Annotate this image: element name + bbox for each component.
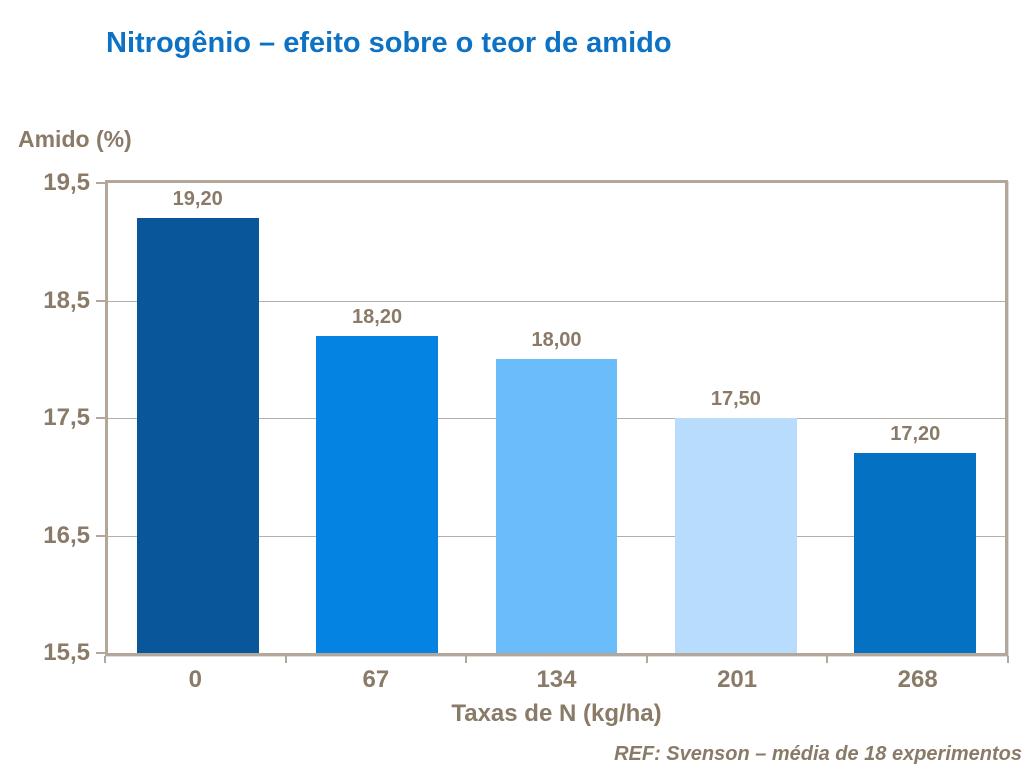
gridline [108,300,1005,302]
x-tick-mark [104,656,106,663]
y-tick-mark [96,417,105,419]
x-axis-title: Taxas de N (kg/ha) [451,700,662,727]
y-tick-mark [96,652,105,654]
chart-title: Nitrogênio – efeito sobre o teor de amid… [106,27,672,59]
bar-value-label: 18,00 [531,329,582,352]
plot-area: 19,20 18,20 18,00 17,50 17,20 [105,180,1008,656]
x-tick-mark [826,656,829,663]
x-tick-label: 134 [536,666,577,693]
y-tick-mark [96,299,105,302]
bar-value-label: 18,20 [352,305,403,328]
y-tick-label: 15,5 [43,639,90,666]
y-axis-title: Amido (%) [18,126,132,152]
footnote: REF: Svenson – média de 18 experimentos [614,743,1022,765]
y-tick-label: 19,5 [43,169,90,196]
y-tick-mark [96,182,105,184]
x-tick-label: 268 [897,666,938,693]
bar [136,218,259,653]
y-tick-label: 16,5 [43,521,90,549]
y-tick-mark [96,534,105,537]
x-tick-mark [465,656,468,663]
x-tick-mark [1007,656,1009,663]
bar [854,453,977,653]
x-tick-mark [284,656,287,663]
bar [316,335,439,653]
x-tick-label: 67 [362,666,390,693]
y-tick-label: 18,5 [43,286,90,314]
y-tick-label: 17,5 [43,404,90,431]
x-tick-mark [645,656,648,663]
x-tick-label: 0 [188,666,202,693]
bar [674,418,797,653]
bar-value-label: 19,20 [172,188,223,211]
bar-value-label: 17,20 [890,423,941,446]
bar [495,359,618,653]
bar-value-label: 17,50 [710,388,761,410]
x-tick-label: 201 [717,666,758,693]
